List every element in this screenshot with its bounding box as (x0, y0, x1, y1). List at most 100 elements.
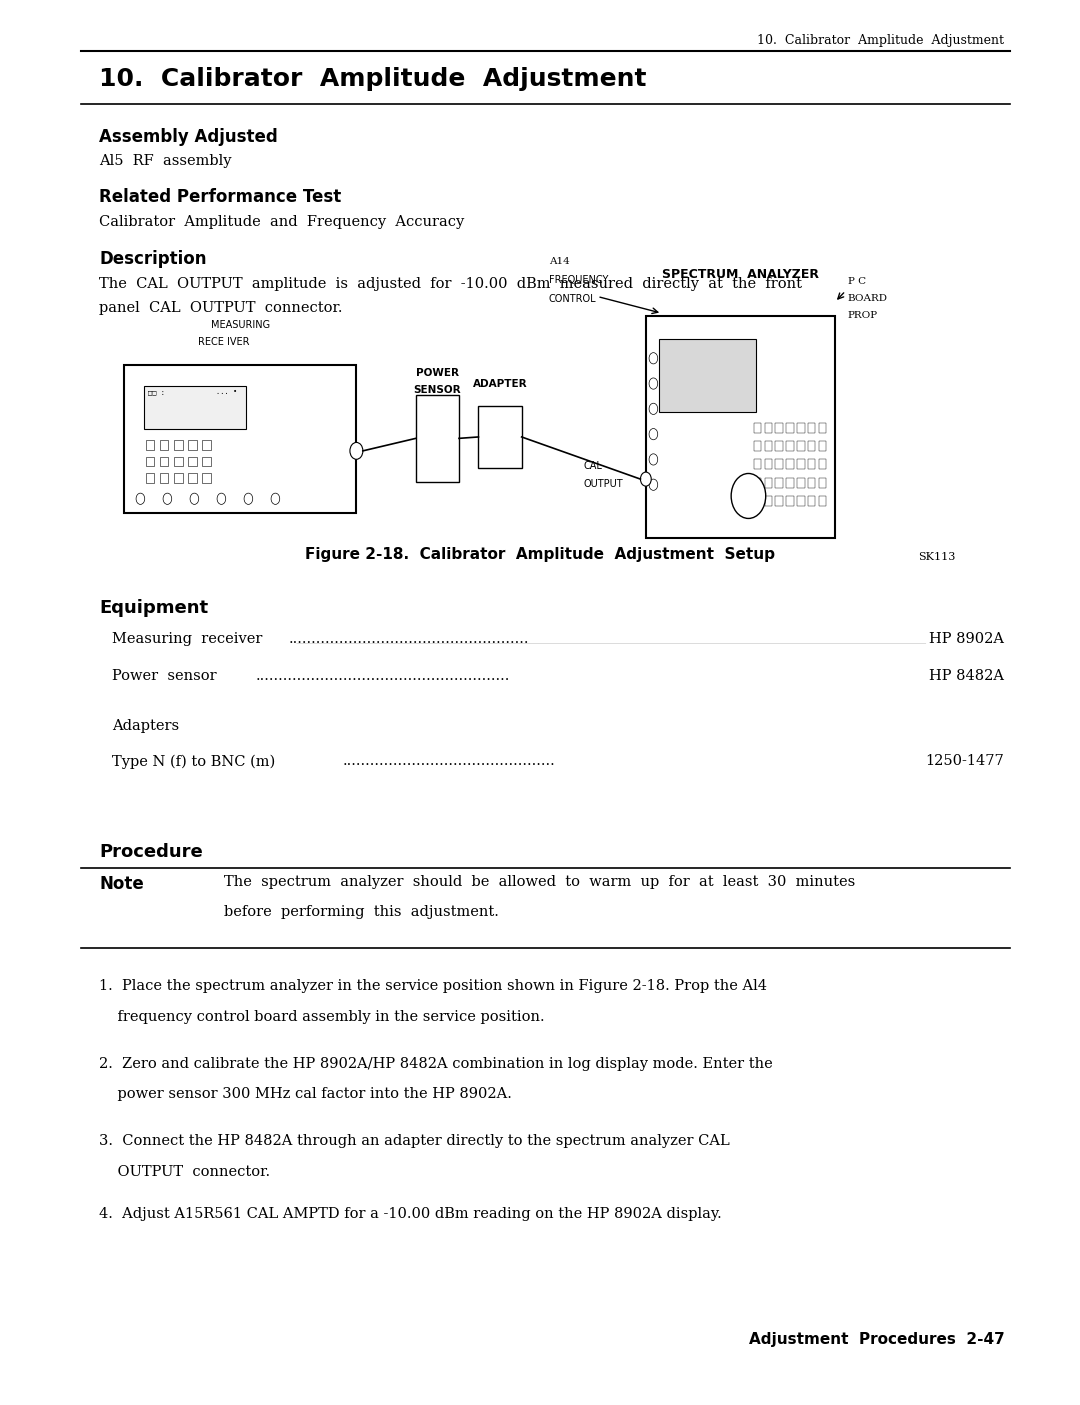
Circle shape (640, 472, 651, 486)
Text: Measuring  receiver: Measuring receiver (112, 632, 262, 646)
Bar (786, 441, 794, 451)
Bar (819, 441, 826, 451)
Bar (786, 496, 794, 506)
Text: panel  CAL  OUTPUT  connector.: panel CAL OUTPUT connector. (99, 301, 342, 315)
Bar (786, 423, 794, 433)
Text: .......................................................: ........................................… (256, 669, 511, 683)
Text: Power  sensor: Power sensor (112, 669, 217, 683)
Bar (754, 441, 761, 451)
Circle shape (244, 493, 253, 504)
Bar (160, 440, 168, 450)
Bar (146, 457, 154, 466)
Text: Calibrator  Amplitude  and  Frequency  Accuracy: Calibrator Amplitude and Frequency Accur… (99, 215, 464, 229)
Text: CAL: CAL (583, 461, 602, 471)
Bar (478, 406, 522, 468)
Text: PROP: PROP (848, 311, 878, 319)
Bar (775, 478, 783, 488)
Text: Type N (f) to BNC (m): Type N (f) to BNC (m) (112, 754, 275, 769)
Circle shape (163, 493, 172, 504)
Text: BOARD: BOARD (848, 294, 888, 302)
Bar (765, 459, 772, 469)
Text: A14: A14 (549, 257, 569, 266)
Bar (188, 440, 197, 450)
Text: SENSOR: SENSOR (414, 385, 461, 395)
Text: 2.  Zero and calibrate the HP 8902A/HP 8482A combination in log display mode. En: 2. Zero and calibrate the HP 8902A/HP 84… (99, 1057, 773, 1071)
Circle shape (649, 353, 658, 364)
Bar (160, 473, 168, 483)
Text: HP 8482A: HP 8482A (930, 669, 1004, 683)
Text: Related Performance Test: Related Performance Test (99, 188, 341, 207)
Bar (808, 441, 815, 451)
Text: ..............................................: ........................................… (342, 754, 555, 769)
Bar (765, 496, 772, 506)
Text: CONTROL: CONTROL (549, 294, 596, 303)
Text: OUTPUT: OUTPUT (583, 479, 623, 489)
Text: 4.  Adjust A15R561 CAL AMPTD for a -10.00 dBm reading on the HP 8902A display.: 4. Adjust A15R561 CAL AMPTD for a -10.00… (99, 1207, 723, 1221)
Text: POWER: POWER (416, 368, 459, 378)
Text: 1.  Place the spectrum analyzer in the service position shown in Figure 2-18. Pr: 1. Place the spectrum analyzer in the se… (99, 979, 768, 993)
Bar (765, 441, 772, 451)
Bar (797, 496, 805, 506)
Bar (174, 473, 183, 483)
Bar (202, 457, 211, 466)
Circle shape (190, 493, 199, 504)
Bar (808, 459, 815, 469)
Text: ADAPTER: ADAPTER (473, 379, 527, 389)
Bar (144, 386, 246, 429)
Circle shape (350, 443, 363, 459)
Text: The  CAL  OUTPUT  amplitude  is  adjusted  for  -10.00  dBm  measured  directly : The CAL OUTPUT amplitude is adjusted for… (99, 277, 802, 291)
Bar (786, 459, 794, 469)
Bar (146, 440, 154, 450)
Bar (124, 365, 356, 513)
Bar (416, 395, 459, 482)
Text: 10.  Calibrator  Amplitude  Adjustment: 10. Calibrator Amplitude Adjustment (99, 67, 647, 91)
Text: HP 8902A: HP 8902A (930, 632, 1004, 646)
Bar (754, 459, 761, 469)
Bar (646, 316, 835, 538)
Circle shape (217, 493, 226, 504)
Bar (754, 423, 761, 433)
Text: Adjustment  Procedures  2-47: Adjustment Procedures 2-47 (748, 1332, 1004, 1347)
Bar (819, 496, 826, 506)
Bar (754, 496, 761, 506)
Text: OUTPUT  connector.: OUTPUT connector. (99, 1165, 270, 1179)
Text: RECE IVER: RECE IVER (199, 337, 249, 347)
Text: Figure 2-18.  Calibrator  Amplitude  Adjustment  Setup: Figure 2-18. Calibrator Amplitude Adjust… (305, 547, 775, 562)
Bar (819, 423, 826, 433)
Bar (146, 473, 154, 483)
Text: □□ :: □□ : (148, 389, 165, 395)
Circle shape (649, 378, 658, 389)
Text: before  performing  this  adjustment.: before performing this adjustment. (224, 905, 499, 919)
Circle shape (649, 429, 658, 440)
Bar (202, 440, 211, 450)
Bar (160, 457, 168, 466)
Circle shape (649, 454, 658, 465)
Text: ....................................................: ........................................… (288, 632, 529, 646)
Bar (797, 441, 805, 451)
Text: Equipment: Equipment (99, 599, 208, 617)
Text: frequency control board assembly in the service position.: frequency control board assembly in the … (99, 1010, 545, 1024)
Bar (797, 459, 805, 469)
Circle shape (649, 403, 658, 414)
Text: The  spectrum  analyzer  should  be  allowed  to  warm  up  for  at  least  30  : The spectrum analyzer should be allowed … (224, 875, 854, 889)
Text: power sensor 300 MHz cal factor into the HP 8902A.: power sensor 300 MHz cal factor into the… (99, 1087, 512, 1102)
Bar (765, 478, 772, 488)
Text: Al5  RF  assembly: Al5 RF assembly (99, 155, 232, 167)
Text: FREQUENCY: FREQUENCY (549, 275, 608, 285)
Bar (659, 339, 756, 412)
Bar (808, 496, 815, 506)
Text: SPECTRUM  ANALYZER: SPECTRUM ANALYZER (662, 268, 819, 281)
Bar (819, 478, 826, 488)
Bar (775, 441, 783, 451)
Circle shape (271, 493, 280, 504)
Bar (819, 459, 826, 469)
Bar (786, 478, 794, 488)
Bar (202, 473, 211, 483)
Bar (188, 473, 197, 483)
Bar (775, 496, 783, 506)
Text: 10.  Calibrator  Amplitude  Adjustment: 10. Calibrator Amplitude Adjustment (757, 34, 1004, 48)
Text: 1250-1477: 1250-1477 (926, 754, 1004, 769)
Bar (765, 423, 772, 433)
Bar (188, 457, 197, 466)
Text: SK113: SK113 (918, 552, 956, 562)
